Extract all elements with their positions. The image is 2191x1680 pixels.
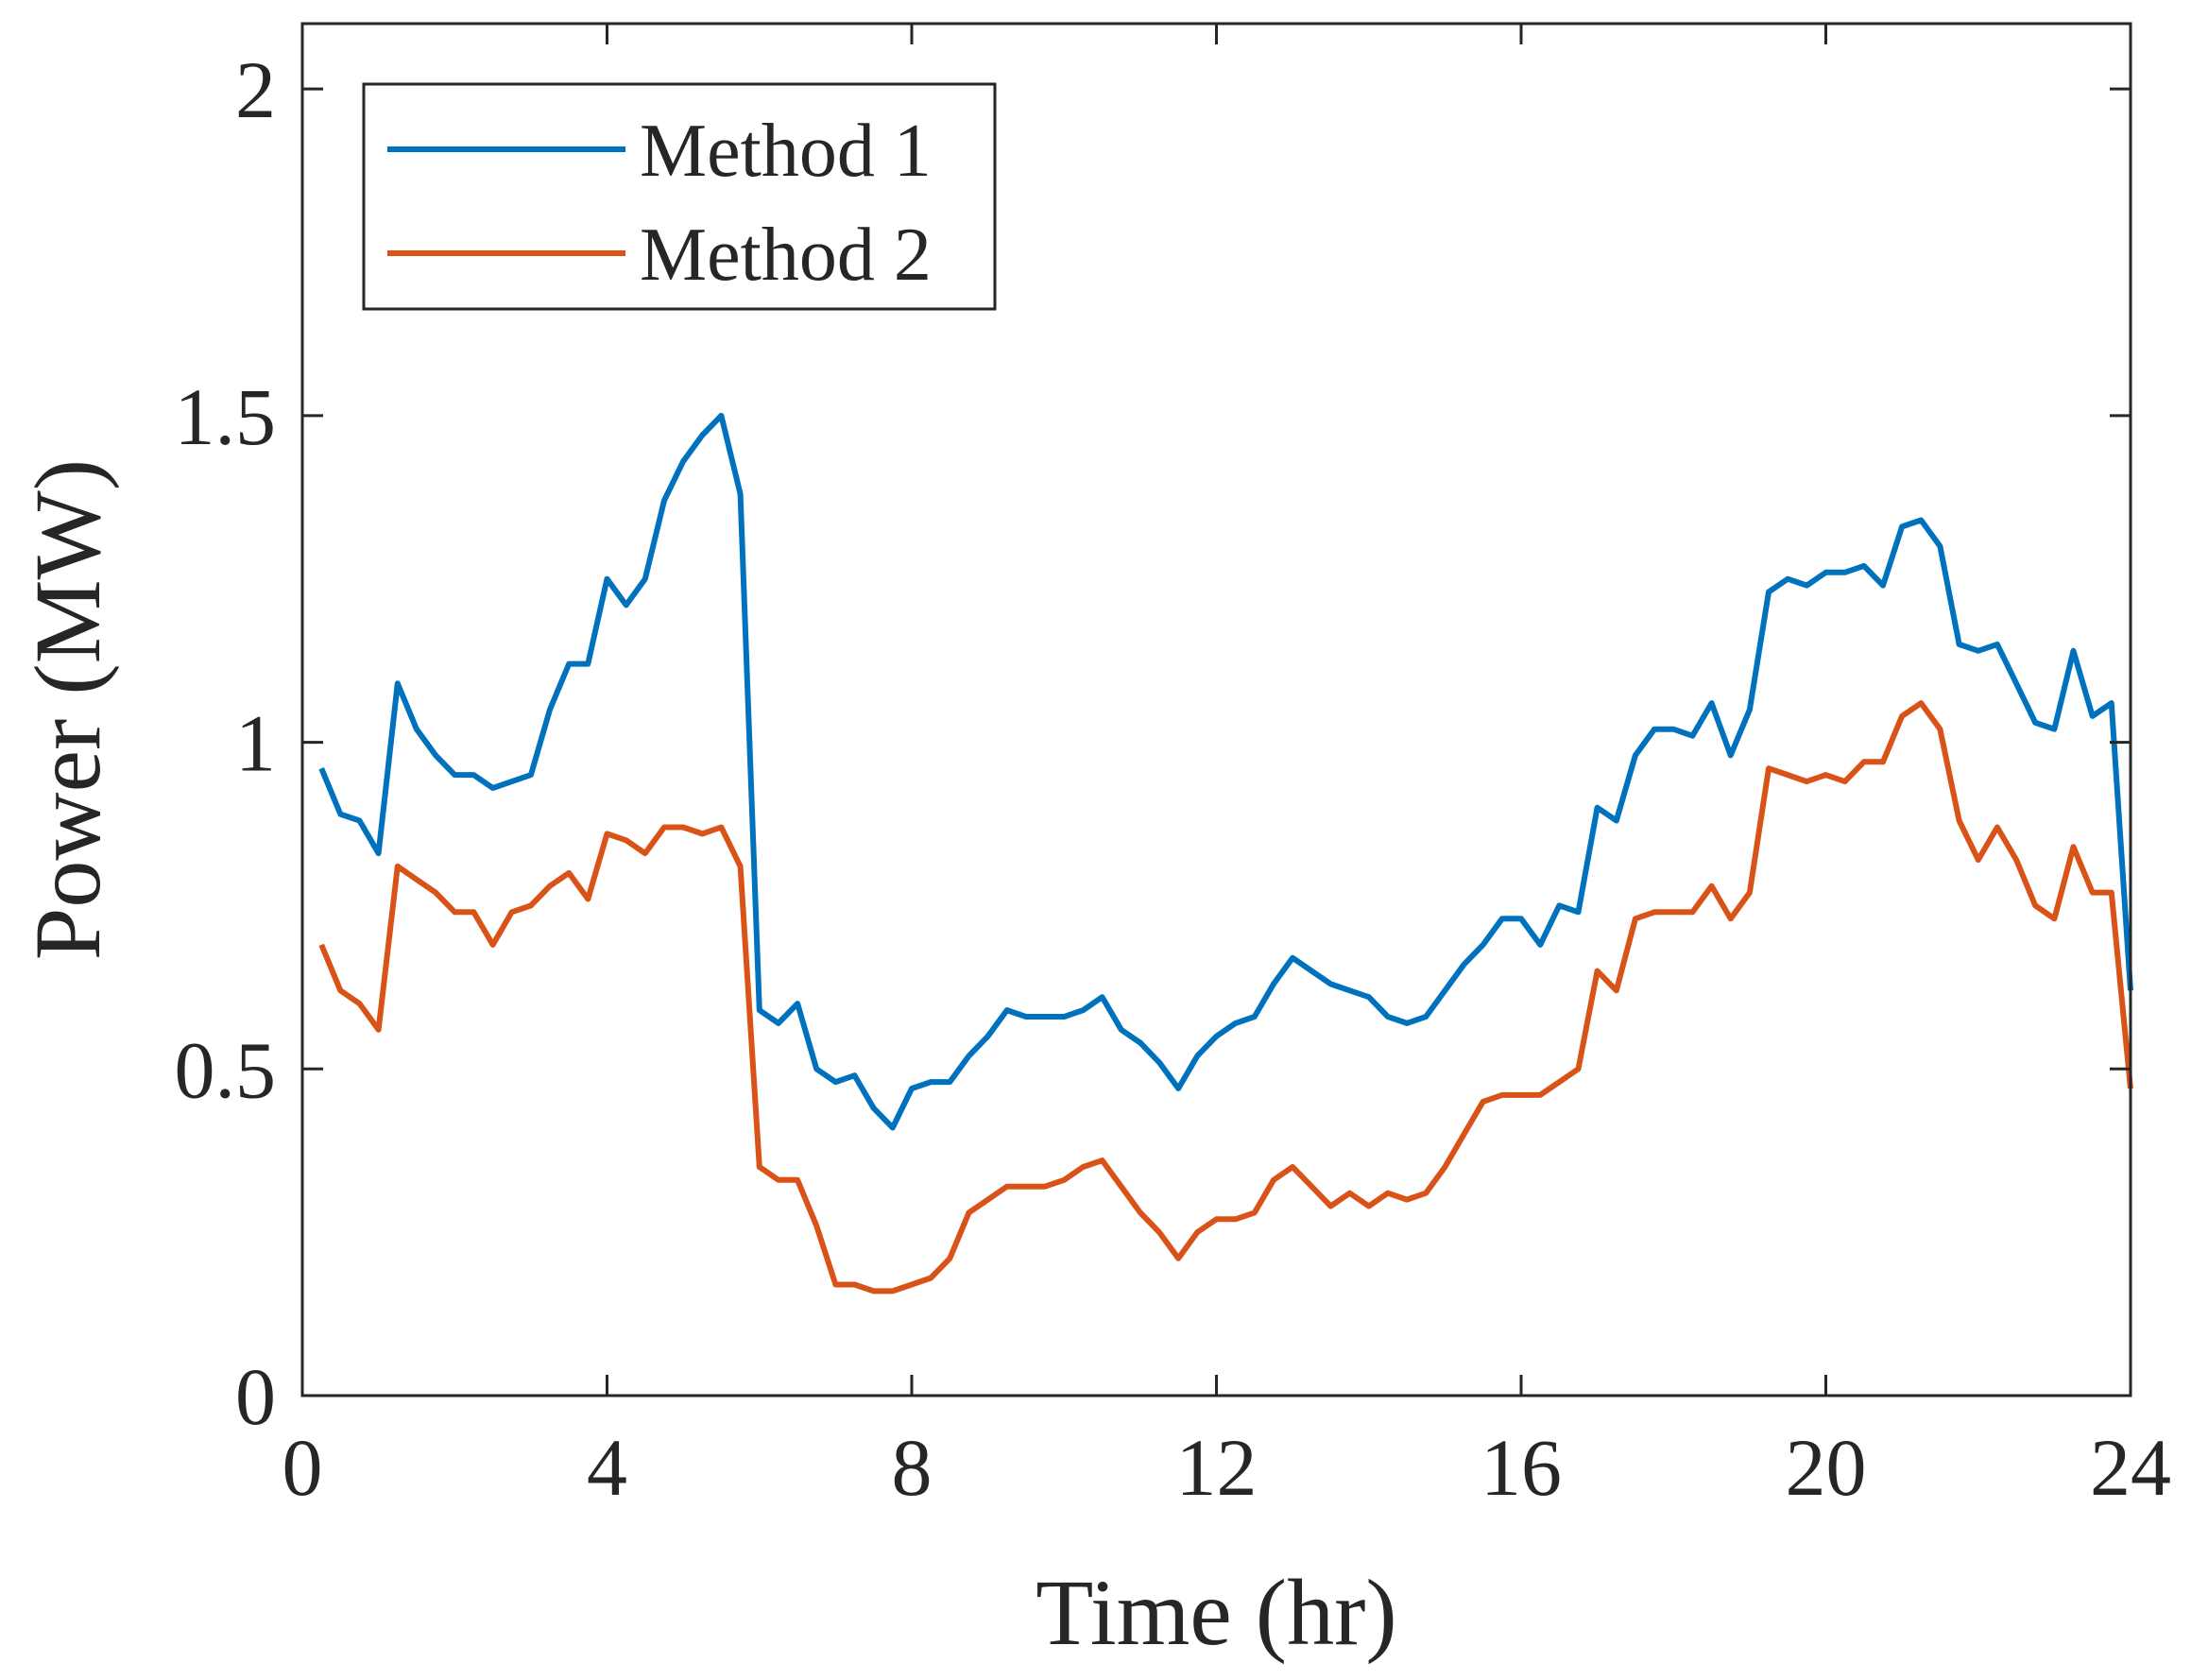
x-tick-label-8: 8	[892, 1422, 933, 1513]
legend-box	[362, 82, 997, 311]
series-line-method-2	[318, 700, 2133, 1294]
y-tick-label-0.5: 0.5	[175, 1024, 277, 1115]
x-tick-label-4: 4	[587, 1422, 627, 1513]
tick-labels-layer: 0 4 8 12 16 20 24 0 0.5 1 1.5 2	[175, 44, 2172, 1513]
x-tick-label-0: 0	[282, 1422, 323, 1513]
y-axis-label: Power (MW)	[15, 459, 120, 960]
x-tick-label-16: 16	[1481, 1422, 1562, 1513]
legend-label-method-1: Method 1	[640, 110, 932, 193]
legend: Method 1 Method 2	[362, 82, 997, 311]
y-tick-label-1.5: 1.5	[175, 371, 277, 462]
series-layer	[318, 412, 2133, 1294]
series-line-method-1	[318, 412, 2133, 1131]
y-tick-label-1: 1	[235, 698, 276, 789]
x-tick-label-20: 20	[1786, 1422, 1867, 1513]
y-tick-label-2: 2	[235, 44, 276, 135]
x-tick-label-12: 12	[1176, 1422, 1258, 1513]
legend-label-method-2: Method 2	[640, 214, 932, 297]
x-tick-label-24: 24	[2090, 1422, 2171, 1513]
y-tick-label-0: 0	[235, 1351, 276, 1442]
x-axis-label: Time (hr)	[1036, 1560, 1396, 1665]
ticks-layer	[300, 24, 2132, 1397]
